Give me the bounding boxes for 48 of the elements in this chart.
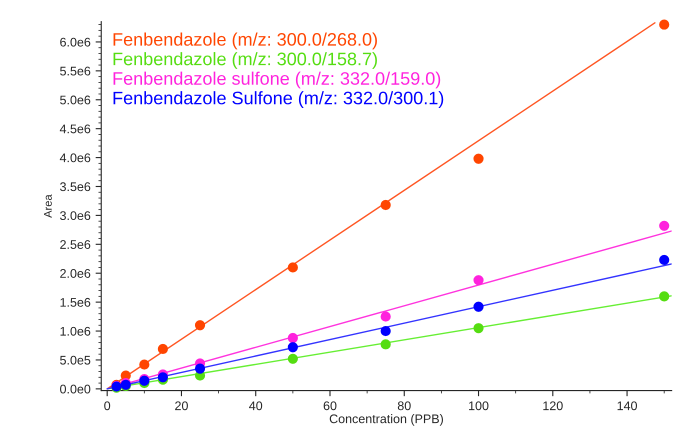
x-tick-label: 140	[618, 401, 638, 410]
x-tick-label: 120	[543, 401, 563, 410]
point	[158, 372, 168, 382]
y-tick-label: 1.0e6	[60, 326, 90, 336]
point	[158, 344, 168, 354]
y-axis-title: Area	[44, 194, 52, 218]
point	[288, 354, 298, 364]
x-axis-title: Concentration (PPB)	[330, 414, 443, 426]
point	[659, 254, 670, 266]
point	[288, 342, 298, 352]
x-tick-label: 0	[104, 401, 110, 410]
x-tick-label: 60	[324, 401, 336, 410]
y-tick-label: 1.5e6	[60, 298, 90, 307]
text: Fenbendazole sulfone (m/z: 332.0/159.0)	[114, 72, 440, 88]
y-tick-label: 5.0e5	[60, 356, 90, 365]
point	[380, 339, 391, 350]
y-tick-label: 2.0e6	[60, 269, 90, 278]
y-tick-label: 4.0e6	[60, 153, 90, 162]
point	[194, 320, 206, 330]
y-tick-label: 6.0e6	[60, 38, 90, 47]
point	[659, 220, 670, 231]
point	[288, 332, 298, 344]
y-tick-label: 4.5e6	[60, 124, 90, 134]
y-tick-label: 3.0e6	[60, 211, 90, 220]
x-tick-label: 100	[469, 401, 488, 410]
point	[659, 291, 670, 302]
x-tick-label: 80	[398, 401, 411, 410]
point	[380, 326, 391, 336]
point	[288, 262, 298, 273]
point	[380, 200, 391, 210]
point	[194, 364, 206, 374]
text: Fenbendazole Sulfone (m/z: 332.0/300.1)	[114, 91, 444, 108]
point	[473, 323, 484, 334]
y-tick-label: 0.0e0	[60, 384, 90, 394]
point	[380, 312, 391, 322]
y-tick-label: 5.5e6	[60, 66, 90, 76]
x-tick-label: 40	[249, 401, 262, 410]
y-tick-label: 3.5e6	[60, 182, 90, 192]
y-tick-label: 5.0e6	[60, 96, 90, 104]
text: Fenbendazole (m/z: 300.0/158.7)	[114, 52, 377, 69]
point	[473, 302, 484, 312]
point	[139, 359, 150, 370]
text: Fenbendazole (m/z: 300.0/268.0)	[114, 32, 377, 50]
x-tick-label: 20	[175, 401, 188, 410]
y-tick-label: 2.5e6	[60, 240, 90, 249]
point	[473, 154, 484, 164]
point	[473, 275, 484, 286]
point	[659, 20, 670, 30]
